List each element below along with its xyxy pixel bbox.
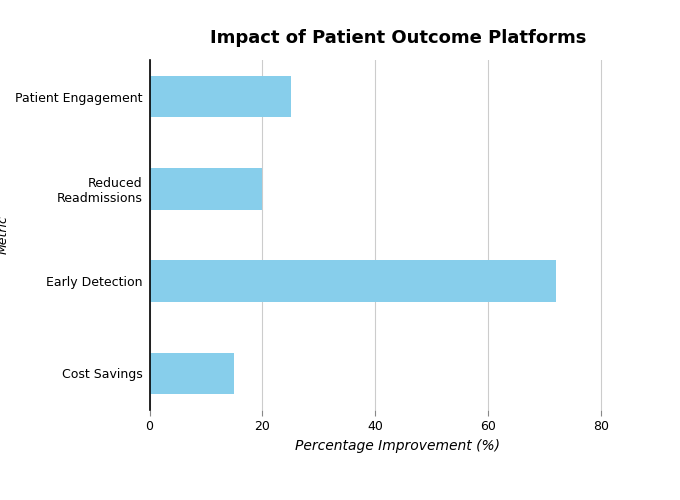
Bar bbox=[150, 168, 262, 209]
Bar bbox=[150, 76, 290, 118]
Bar bbox=[150, 352, 234, 394]
X-axis label: Percentage Improvement (%): Percentage Improvement (%) bbox=[295, 439, 500, 453]
Y-axis label: Metric: Metric bbox=[0, 216, 10, 254]
Title: Impact of Patient Outcome Platforms: Impact of Patient Outcome Platforms bbox=[209, 30, 586, 48]
Bar bbox=[150, 260, 556, 302]
